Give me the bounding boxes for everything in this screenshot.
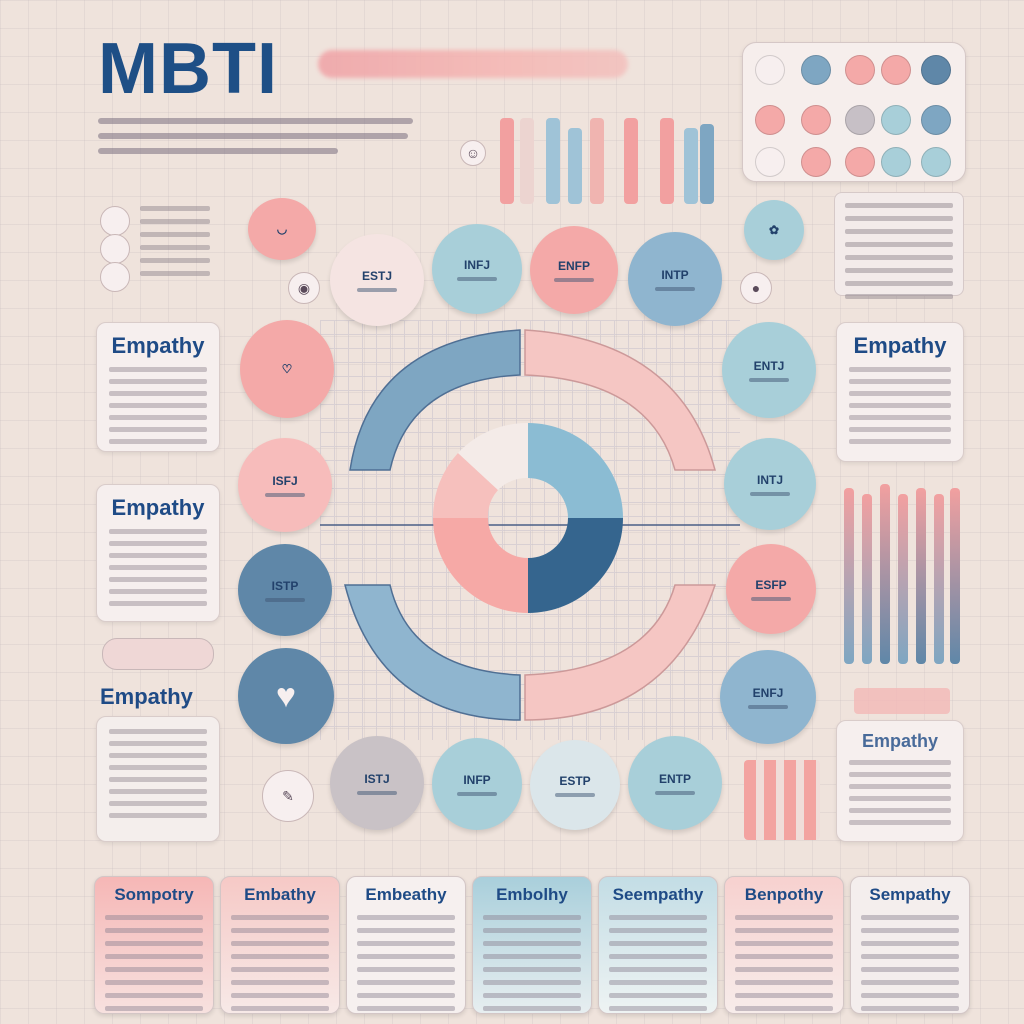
bar [854,688,950,714]
type-circle: ♡ [240,320,334,418]
bar-cluster [838,480,962,670]
bar-group [744,760,820,840]
dot-matrix-panel [742,42,966,182]
card-title: Sempathy [869,885,951,904]
type-circle: ESTJ [330,234,424,326]
card-title: Empathy [853,333,947,358]
empathy-card: Empathy [96,322,220,452]
chat-bubble-icon: ✎ [262,770,314,822]
card-title: Empathy [111,495,205,520]
type-circle: ENFJ [720,650,816,744]
bar [590,118,604,204]
type-circle: INTP [628,232,722,326]
type-circle: ISFJ [238,438,332,532]
type-circle: INFP [432,738,522,830]
empathy-card [96,716,220,842]
face-icon: ◉ [288,272,320,304]
bar [568,128,582,204]
personality-icon [100,234,130,264]
face-icon: ☺ [460,140,486,166]
intro-text [98,118,418,163]
bar [660,118,674,204]
chat-bubble-icon: ◡ [248,198,316,260]
card-title: Embolhy [496,885,568,904]
type-circle: ENFP [530,226,618,314]
type-circle: INFJ [432,224,522,314]
heart-icon: ♥ [238,648,334,744]
empathy-card: Empathy [96,484,220,622]
card-title: Empathy [861,731,939,751]
toggle-pill [102,638,214,670]
card-title: Empathy [111,333,205,358]
card-title: Embathy [244,885,316,904]
legend-text [130,206,220,278]
card-title: Sompotry [114,885,194,904]
type-circle: ESFP [726,544,816,634]
personality-icon [100,262,130,292]
person-icon: ● [740,272,772,304]
info-card [834,192,964,299]
brain-icon: ✿ [744,200,804,260]
bottom-card: Benpothy [724,876,844,1014]
bottom-card: Embeathy [346,876,466,1014]
bar [700,124,714,204]
type-circle: ISTJ [330,736,424,830]
bottom-card: Seempathy [598,876,718,1014]
bottom-card: Sempathy [850,876,970,1014]
bar [520,118,534,204]
section-heading: Empathy [100,684,193,709]
card-title: Embeathy [365,885,447,904]
subtitle-decoration [318,50,628,78]
bar [500,118,514,204]
bar [546,118,560,204]
type-circle: ENTJ [722,322,816,418]
bar [684,128,698,204]
bottom-card: Embathy [220,876,340,1014]
card-title: Seempathy [612,885,704,904]
type-circle: ESTP [530,740,620,830]
type-circle: INTJ [724,438,816,530]
empathy-card: Empathy [836,322,964,462]
empathy-card: Empathy [836,720,964,842]
bottom-card: Sompotry [94,876,214,1014]
bottom-card: Embolhy [472,876,592,1014]
card-title: Benpothy [744,885,824,904]
page-title: MBTI [98,29,278,109]
type-circle: ISTP [238,544,332,636]
personality-icon [100,206,130,236]
center-diagram [320,329,740,721]
bar [624,118,638,204]
type-circle: ENTP [628,736,722,830]
